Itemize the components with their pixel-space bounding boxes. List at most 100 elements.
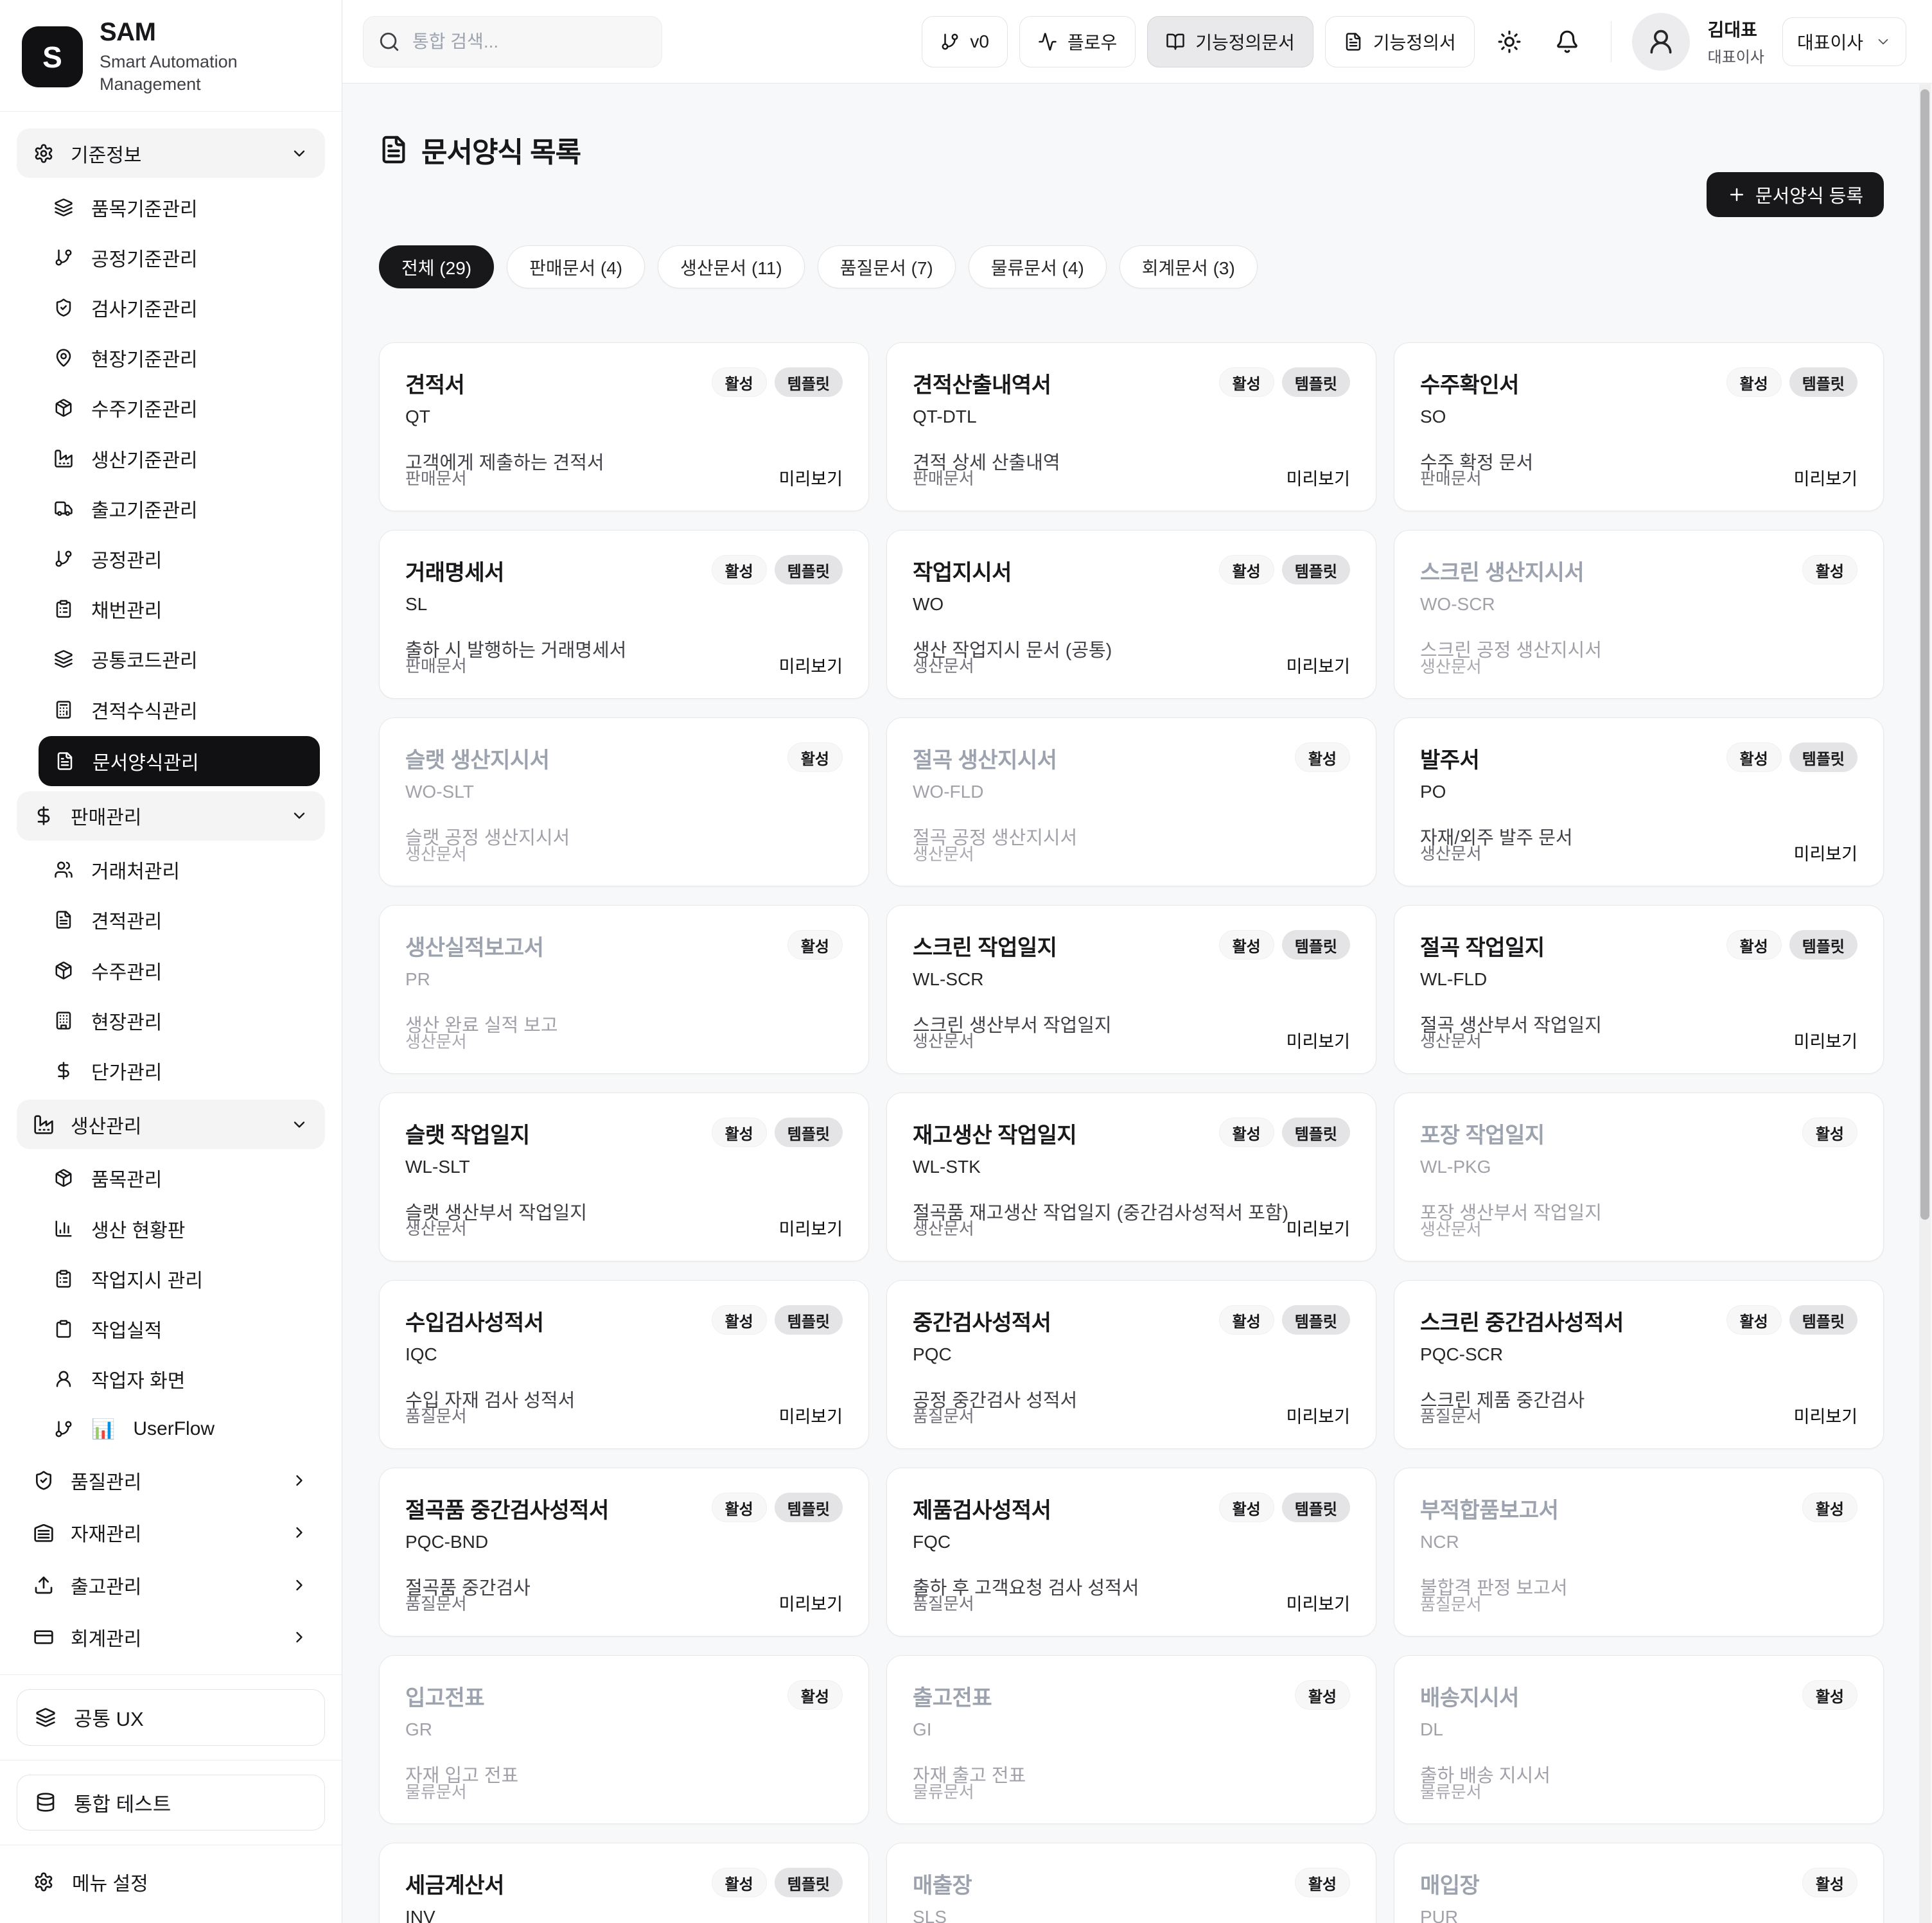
document-card[interactable]: 세금계산서 활성 템플릿 INV [379,1843,869,1923]
preview-link[interactable]: 미리보기 [778,1407,843,1427]
preview-link[interactable]: 미리보기 [778,1220,843,1239]
preview-link[interactable]: 미리보기 [1286,1032,1350,1051]
document-card[interactable]: 슬랫 생산지시서 활성 WO-SLT 슬랫 공정 생산지시서 생산문서 [379,717,869,886]
document-card[interactable]: 부적합품보고서 활성 NCR 불합격 판정 보고서 품질문서 [1394,1468,1884,1637]
role-select[interactable]: 대표이사 [1782,17,1906,66]
sidebar-item-sites[interactable]: 현장관리 [17,996,325,1046]
document-card[interactable]: 발주서 활성 템플릿 PO 자재/외주 발주 문서 생산문서 미리보기 [1394,717,1884,886]
document-card[interactable]: 포장 작업일지 활성 WL-PKG 포장 생산부서 작업일지 생산문서 [1394,1093,1884,1261]
document-card[interactable]: 출고전표 활성 GI 자재 출고 전표 물류문서 [886,1655,1376,1824]
preview-link[interactable]: 미리보기 [1286,1407,1350,1427]
card-code: PQC-SCR [1420,1344,1504,1364]
document-card[interactable]: 견적산출내역서 활성 템플릿 QT-DTL 견적 상세 산출내역 판매문서 미리보기 [886,342,1376,511]
preview-link[interactable]: 미리보기 [778,470,843,489]
document-card[interactable]: 슬랫 작업일지 활성 템플릿 WL-SLT 슬랫 생산부서 작업일지 생산문서 미리보기 [379,1093,869,1261]
document-card[interactable]: 제품검사성적서 활성 템플릿 FQC 출하 후 고객요청 검사 성적서 품질문서 미리보기 [886,1468,1376,1637]
tab-sales-docs[interactable]: 판매문서 (4) [507,245,645,288]
sidebar-item-pricing[interactable]: 단가관리 [17,1046,325,1096]
sidebar-item-common-ux[interactable]: 공통 UX [17,1689,325,1746]
sidebar-item-menu-settings[interactable]: 메뉴 설정 [17,1857,325,1908]
sidebar-item-production-board[interactable]: 생산 현황판 [17,1204,325,1254]
card-head: 슬랫 작업일지 활성 템플릿 [405,1118,843,1149]
feature-definition-doc-button[interactable]: 기능정의문서 [1147,15,1313,67]
app-logo: S [22,26,83,88]
sidebar-item-item-standard[interactable]: 품목기준관리 [17,182,325,232]
notifications-button[interactable] [1544,19,1590,65]
document-card[interactable]: 매출장 활성 SLS [886,1843,1376,1923]
document-card[interactable]: 견적서 활성 템플릿 QT 고객에게 제출하는 견적서 판매문서 미리보기 [379,342,869,511]
document-card[interactable]: 입고전표 활성 GR 자재 입고 전표 물류문서 [379,1655,869,1824]
preview-link[interactable]: 미리보기 [1286,1220,1350,1239]
preview-link[interactable]: 미리보기 [1793,845,1857,864]
sidebar-section-quality[interactable]: 품질관리 [17,1456,325,1506]
tab-all[interactable]: 전체 (29) [379,245,495,288]
sidebar-item-inspection-standard[interactable]: 검사기준관리 [17,283,325,333]
sidebar-section-shipping[interactable]: 출고관리 [17,1560,325,1610]
avatar[interactable] [1631,12,1690,71]
preview-link[interactable]: 미리보기 [1286,1595,1350,1614]
document-card[interactable]: 수주확인서 활성 템플릿 SO 수주 확정 문서 판매문서 미리보기 [1394,342,1884,511]
sidebar-item-process-mgmt[interactable]: 공정관리 [17,534,325,584]
document-card[interactable]: 스크린 중간검사성적서 활성 템플릿 PQC-SCR 스크린 제품 중간검사 품질문서 미리… [1394,1280,1884,1449]
v0-button[interactable]: v0 [922,15,1008,67]
document-card[interactable]: 매입장 활성 PUR [1394,1843,1884,1923]
sidebar-item-work-order-mgmt[interactable]: 작업지시 관리 [17,1254,325,1304]
sidebar-section-sales[interactable]: 판매관리 [17,791,325,841]
document-card[interactable]: 절곡품 중간검사성적서 활성 템플릿 PQC-BND 절곡품 중간검사 품질문서 미리보기 [379,1468,869,1637]
search-input[interactable] [363,15,662,67]
sidebar-item-userflow[interactable]: 📊 UserFlow [17,1404,325,1454]
sidebar-item-customers[interactable]: 거래처관리 [17,845,325,895]
document-card[interactable]: 거래명세서 활성 템플릿 SL 출하 시 발행하는 거래명세서 판매문서 미리보기 [379,530,869,699]
sidebar-item-common-code[interactable]: 공통코드관리 [17,634,325,684]
tab-quality-docs[interactable]: 품질문서 (7) [817,245,956,288]
sidebar-item-quote-formula[interactable]: 견적수식관리 [17,684,325,734]
sidebar-section-accounting[interactable]: 회계관리 [17,1612,325,1662]
card-badges: 활성 템플릿 [1218,1118,1350,1147]
preview-link[interactable]: 미리보기 [1793,1032,1857,1051]
document-card[interactable]: 스크린 작업일지 활성 템플릿 WL-SCR 스크린 생산부서 작업일지 생산문서 미리보기 [886,905,1376,1074]
card-badges: 활성 [1802,555,1857,584]
tab-logistics-docs[interactable]: 물류문서 (4) [968,245,1107,288]
sidebar-item-items[interactable]: 품목관리 [17,1153,325,1203]
register-form-button[interactable]: 문서양식 등록 [1706,172,1884,217]
sidebar-item-production-standard[interactable]: 생산기준관리 [17,433,325,483]
sidebar-item-integration-test[interactable]: 통합 테스트 [17,1774,325,1831]
sidebar-item-order-standard[interactable]: 수주기준관리 [17,383,325,433]
tab-production-docs[interactable]: 생산문서 (11) [658,245,805,288]
sidebar-item-work-results[interactable]: 작업실적 [17,1304,325,1354]
scrollbar-track[interactable] [1919,84,1931,1923]
sidebar-item-site-standard[interactable]: 현장기준관리 [17,333,325,383]
preview-link[interactable]: 미리보기 [1793,1407,1857,1427]
preview-link[interactable]: 미리보기 [778,657,843,676]
document-card[interactable]: 스크린 생산지시서 활성 WO-SCR 스크린 공정 생산지시서 생산문서 [1394,530,1884,699]
sidebar-item-quotes[interactable]: 견적관리 [17,895,325,945]
sidebar-item-orders[interactable]: 수주관리 [17,945,325,995]
preview-link[interactable]: 미리보기 [1793,470,1857,489]
sidebar-section-production[interactable]: 생산관리 [17,1100,325,1150]
document-card[interactable]: 절곡 생산지시서 활성 WO-FLD 절곡 공정 생산지시서 생산문서 [886,717,1376,886]
preview-link[interactable]: 미리보기 [1286,657,1350,676]
document-card[interactable]: 작업지시서 활성 템플릿 WO 생산 작업지시 문서 (공통) 생산문서 미리보기 [886,530,1376,699]
theme-toggle-button[interactable] [1486,19,1532,65]
preview-link[interactable]: 미리보기 [1286,470,1350,489]
document-card[interactable]: 생산실적보고서 활성 PR 생산 완료 실적 보고 생산문서 [379,905,869,1074]
sun-icon [1497,30,1522,54]
document-card[interactable]: 재고생산 작업일지 활성 템플릿 WL-STK 절곡품 재고생산 작업일지 (중간검사성… [886,1093,1376,1261]
tab-accounting-docs[interactable]: 회계문서 (3) [1119,245,1258,288]
sidebar-item-document-forms[interactable]: 문서양식관리 [39,735,320,786]
document-card[interactable]: 수입검사성적서 활성 템플릿 IQC 수입 자재 검사 성적서 품질문서 미리보기 [379,1280,869,1449]
status-badge-active: 활성 [1218,555,1274,584]
sidebar-item-numbering-mgmt[interactable]: 채번관리 [17,584,325,634]
flow-button[interactable]: 플로우 [1019,15,1136,67]
scrollbar-thumb[interactable] [1920,89,1929,1220]
document-card[interactable]: 중간검사성적서 활성 템플릿 PQC 공정 중간검사 성적서 품질문서 미리보기 [886,1280,1376,1449]
preview-link[interactable]: 미리보기 [778,1595,843,1614]
sidebar-item-process-standard[interactable]: 공정기준관리 [17,233,325,283]
sidebar-item-worker-screen[interactable]: 작업자 화면 [17,1354,325,1404]
document-card[interactable]: 배송지시서 활성 DL 출하 배송 지시서 물류문서 [1394,1655,1884,1824]
sidebar-section-base-info[interactable]: 기준정보 [17,128,325,179]
sidebar-section-materials[interactable]: 자재관리 [17,1508,325,1558]
document-card[interactable]: 절곡 작업일지 활성 템플릿 WL-FLD 절곡 생산부서 작업일지 생산문서 미리보기 [1394,905,1884,1074]
sidebar-item-shipping-standard[interactable]: 출고기준관리 [17,484,325,534]
feature-spec-button[interactable]: 기능정의서 [1324,15,1475,67]
